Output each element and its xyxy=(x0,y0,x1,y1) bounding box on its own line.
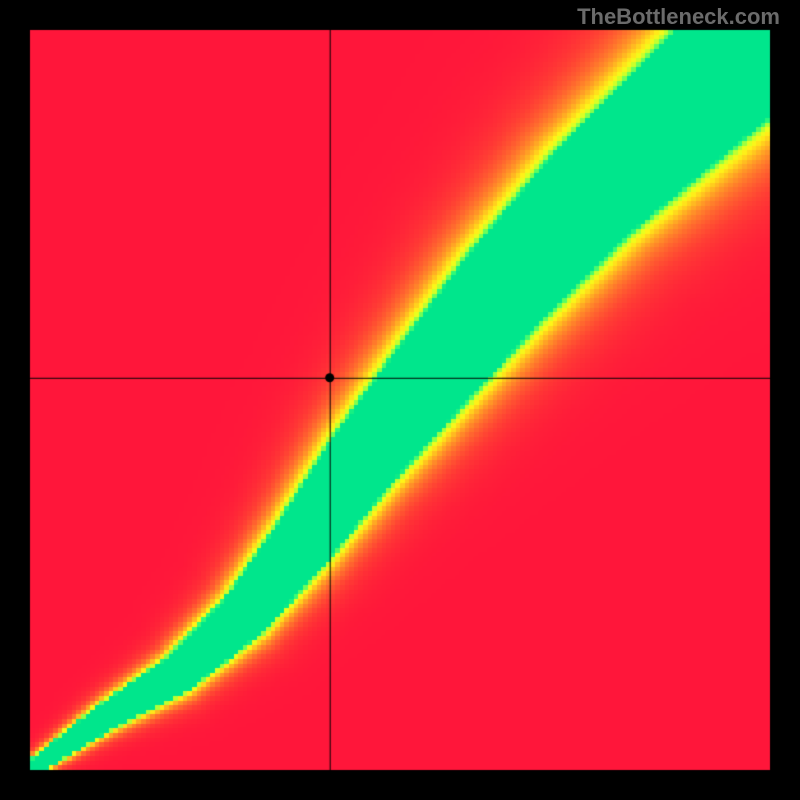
watermark-text: TheBottleneck.com xyxy=(577,4,780,30)
chart-container: TheBottleneck.com xyxy=(0,0,800,800)
heatmap-canvas xyxy=(0,0,800,800)
